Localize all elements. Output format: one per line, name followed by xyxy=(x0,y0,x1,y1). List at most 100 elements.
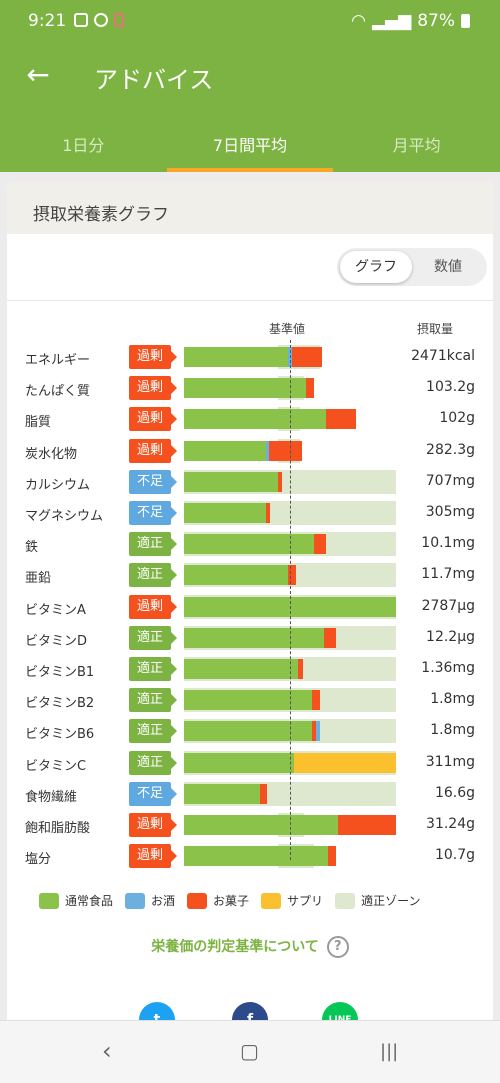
notification-icon xyxy=(114,13,124,27)
legend-label: 適正ゾーン xyxy=(361,894,421,908)
tab-monthly-average[interactable]: 月平均 xyxy=(392,136,441,155)
intake-value: 10.7g xyxy=(434,847,475,864)
intake-value: 1.8mg xyxy=(430,691,475,708)
status-icons xyxy=(74,13,124,27)
bar-segment-normal xyxy=(184,627,324,648)
legend-swatch xyxy=(187,892,208,909)
gallery-icon xyxy=(74,13,88,27)
nav-recents-icon[interactable]: ||| xyxy=(380,1041,399,1062)
bar-segment-alcohol xyxy=(316,721,320,742)
nutrient-row: ビタミンC 適正 311mg xyxy=(7,750,493,776)
nutrient-name: 脂質 xyxy=(25,415,52,431)
nutrient-row: 脂質 過剰 102g xyxy=(7,406,493,432)
nutrient-row: 食物繊維 不足 16.6g xyxy=(7,781,493,807)
criteria-link[interactable]: 栄養価の判定基準について? xyxy=(7,936,493,958)
intake-bar xyxy=(184,844,396,869)
bar-segment-normal xyxy=(184,783,260,804)
legend-item: 通常食品 xyxy=(39,892,113,909)
battery-icon xyxy=(461,14,470,28)
legend-item: 適正ゾーン xyxy=(335,892,420,909)
bar-segment-normal xyxy=(184,503,266,523)
legend-swatch xyxy=(125,892,146,909)
system-nav-bar: ‹ ▢ ||| xyxy=(0,1020,500,1083)
bar-segment-normal xyxy=(184,471,278,492)
view-toggle: グラフ 数値 xyxy=(337,248,487,286)
bar-segment-snack xyxy=(312,690,320,711)
status-badge: 不足 xyxy=(129,501,177,525)
nutrient-row: エネルギー 過剰 2471kcal xyxy=(7,344,493,370)
legend-item: お菓子 xyxy=(187,892,249,909)
nav-back-icon[interactable]: ‹ xyxy=(102,1037,112,1065)
intake-value: 10.1mg xyxy=(421,535,475,552)
legend-item: サプリ xyxy=(261,892,323,909)
help-icon[interactable]: ? xyxy=(326,936,349,958)
card-title: 摂取栄養素グラフ xyxy=(7,182,493,234)
toggle-graph[interactable]: グラフ xyxy=(340,251,412,283)
tab-weekly-average[interactable]: 7日間平均 xyxy=(166,110,334,172)
signal-icon: ▂▄▆ xyxy=(371,11,412,31)
toggle-values[interactable]: 数値 xyxy=(434,259,462,275)
nutrient-name: ビタミンB1 xyxy=(25,665,95,680)
arrow-left-icon[interactable]: ← xyxy=(26,58,50,91)
nutrient-name: ビタミンD xyxy=(25,633,88,649)
intake-value: 11.7mg xyxy=(421,566,475,583)
intake-value: 12.2μg xyxy=(426,628,475,645)
status-badge: 適正 xyxy=(129,532,177,557)
nutrient-row: ビタミンB6 適正 1.8mg xyxy=(7,718,493,744)
status-badge: 適正 xyxy=(129,688,177,713)
intake-value: 311mg xyxy=(425,753,475,770)
app-bar: ← アドバイス xyxy=(0,44,500,110)
bar-segment-normal xyxy=(184,815,338,835)
bar-segment-normal xyxy=(184,659,298,679)
status-badge: 過剰 xyxy=(129,813,177,837)
nutrient-name: たんぱく質 xyxy=(25,384,91,400)
bar-segment-normal xyxy=(184,721,312,742)
status-badge: 適正 xyxy=(129,750,177,775)
nutrient-row: 鉄 適正 10.1mg xyxy=(7,531,493,557)
status-badge: 過剰 xyxy=(129,407,177,432)
alarm-icon xyxy=(94,13,108,27)
legend-swatch xyxy=(335,892,356,909)
nutrient-row: ビタミンB1 適正 1.36mg xyxy=(7,656,493,682)
bar-segment-normal xyxy=(184,378,306,399)
nutrient-row: ビタミンB2 適正 1.8mg xyxy=(7,687,493,713)
bar-segment-snack xyxy=(278,471,282,492)
nutrient-name: 塩分 xyxy=(25,852,52,868)
status-badge: 適正 xyxy=(129,563,177,588)
nav-home-icon[interactable]: ▢ xyxy=(240,1039,259,1063)
nutrient-name: カルシウム xyxy=(25,477,91,493)
bar-segment-normal xyxy=(184,534,314,555)
status-badge: 適正 xyxy=(129,719,177,744)
legend-label: 通常食品 xyxy=(65,894,114,908)
intake-value: 282.3g xyxy=(426,441,475,458)
intake-bar xyxy=(184,813,396,837)
intake-value: 16.6g xyxy=(434,784,475,801)
bar-segment-normal xyxy=(184,565,288,586)
bar-segment-snack xyxy=(314,534,326,555)
bar-segment-snack xyxy=(338,815,396,835)
wifi-icon: ◠ xyxy=(351,11,366,31)
nutrient-name: 食物繊維 xyxy=(25,789,78,805)
bar-segment-snack xyxy=(260,783,267,804)
bar-segment-snack xyxy=(292,347,322,367)
baseline-header: 基準値 xyxy=(269,322,306,336)
bar-segment-normal xyxy=(184,752,294,773)
status-badge: 不足 xyxy=(129,469,177,494)
nutrient-row: 塩分 過剰 10.7g xyxy=(7,843,493,869)
nutrient-name: ビタミンC xyxy=(25,758,87,774)
bar-segment-normal xyxy=(184,409,326,430)
status-right: ◠ ▂▄▆ 87% xyxy=(351,11,470,31)
divider xyxy=(7,300,493,301)
bar-segment-snack xyxy=(269,440,302,461)
nutrient-name: 飽和脂肪酸 xyxy=(25,821,91,836)
baseline-line xyxy=(290,340,291,860)
intake-value: 1.36mg xyxy=(421,660,475,676)
criteria-link-label: 栄養価の判定基準について xyxy=(151,939,319,955)
intake-bar xyxy=(184,688,396,713)
nutrient-row: ビタミンD 適正 12.2μg xyxy=(7,625,493,651)
tab-daily[interactable]: 1日分 xyxy=(62,136,105,155)
bar-segment-snack xyxy=(328,846,336,867)
status-badge: 過剰 xyxy=(129,345,177,369)
legend-label: お酒 xyxy=(151,894,176,908)
intake-value: 305mg xyxy=(425,504,475,520)
